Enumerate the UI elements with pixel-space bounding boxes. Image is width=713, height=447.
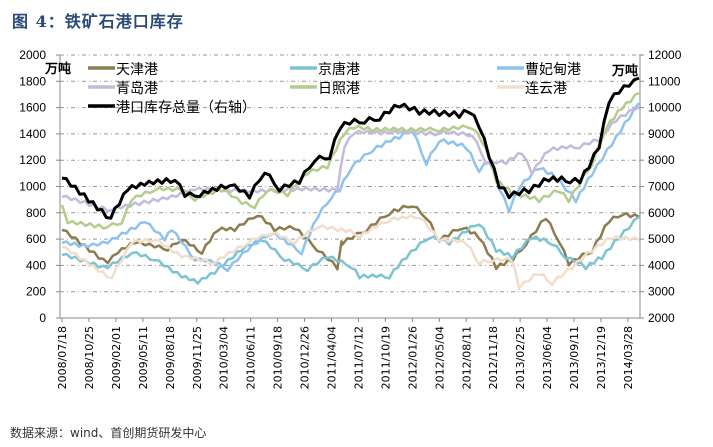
- right-axis-tick-label: 4000: [648, 258, 675, 272]
- series-line-3: [61, 106, 640, 213]
- legend-label: 日照港: [318, 81, 360, 97]
- left-axis-tick-label: 2000: [19, 48, 46, 62]
- x-axis-tick-label: 2009/08/18: [164, 326, 177, 389]
- x-axis-tick-label: 2013/12/19: [595, 326, 608, 389]
- x-axis-tick-label: 2013/02/25: [514, 326, 527, 389]
- legend-label: 天津港: [116, 62, 158, 78]
- x-axis-tick-label: 2013/09/11: [568, 326, 581, 389]
- right-axis-tick-label: 11000: [648, 74, 681, 88]
- right-axis-tick-label: 8000: [648, 153, 675, 167]
- left-axis-tick-label: 800: [26, 206, 46, 220]
- left-axis-tick-label: 200: [26, 285, 46, 299]
- x-axis-tick-label: 2010/03/04: [218, 326, 231, 389]
- left-axis-tick-label: 1600: [19, 101, 46, 115]
- right-axis-tick-label: 7000: [648, 180, 675, 194]
- x-axis-tick-label: 2012/05/04: [433, 326, 446, 389]
- series-line-1: [61, 215, 640, 285]
- line-chart: 0 200 400 600 800 1000 1200 1400 1600 1800 2000 200…: [19, 48, 681, 389]
- axes: 0 200 400 600 800 1000 1200 1400 1600 1800 2000 200…: [19, 48, 681, 389]
- x-axis-tick-label: 2009/11/25: [191, 326, 204, 389]
- left-axis-tick-label: 400: [26, 258, 46, 272]
- x-axis-tick-label: 2010/12/26: [299, 326, 312, 389]
- legend-label: 连云港: [525, 81, 567, 97]
- series-line-2: [61, 102, 640, 273]
- figure-title: 图 4：铁矿石港口库存: [12, 12, 184, 31]
- x-axis-tick-label: 2009/05/11: [137, 326, 150, 389]
- right-axis-unit: 万吨: [611, 63, 638, 79]
- right-axis-tick-label: 9000: [648, 127, 675, 141]
- series-lines: [60, 76, 640, 290]
- x-axis-tick-label: 2013/06/04: [541, 326, 554, 389]
- left-axis-tick-label: 1800: [19, 74, 46, 88]
- series-line-0: [61, 204, 640, 271]
- x-axis-tick-label: 2011/04/04: [326, 326, 339, 389]
- right-axis-tick-label: 12000: [648, 48, 682, 62]
- right-axis-tick-label: 5000: [648, 232, 675, 246]
- x-axis-tick-label: 2009/02/01: [110, 326, 123, 389]
- x-axis-tick-label: 2008/10/25: [83, 326, 96, 389]
- legend-label: 京唐港: [318, 61, 360, 78]
- series-line-5: [61, 214, 640, 290]
- left-axis-tick-label: 0: [39, 311, 46, 325]
- x-axis-tick-label: 2012/01/26: [406, 326, 419, 389]
- left-axis-tick-label: 1000: [19, 180, 46, 194]
- right-axis-tick-label: 10000: [648, 101, 682, 115]
- right-axis-tick-label: 6000: [648, 206, 675, 220]
- legend-label: 青岛港: [116, 81, 158, 97]
- left-axis-tick-label: 1400: [19, 127, 46, 141]
- left-axis-tick-label: 600: [26, 232, 46, 246]
- x-axis-tick-label: 2010/06/11: [245, 326, 258, 389]
- x-axis-tick-label: 2008/07/18: [56, 326, 69, 389]
- legend-label: 曹妃甸港: [525, 62, 581, 78]
- x-axis-tick-label: 2010/09/18: [272, 326, 285, 389]
- series-line-4: [60, 91, 640, 230]
- left-axis-unit: 万吨: [44, 61, 71, 77]
- x-axis-tick-label: 2012/11/18: [487, 326, 500, 389]
- data-source-note: 数据来源：wind、首创期货研发中心: [10, 426, 207, 440]
- right-axis-tick-label: 2000: [648, 311, 675, 325]
- x-axis-tick-label: 2011/07/12: [352, 326, 365, 389]
- series-line-6: [61, 76, 640, 220]
- x-axis-tick-label: 2011/10/19: [379, 326, 392, 389]
- x-axis-tick-label: 2014/03/28: [622, 326, 635, 389]
- right-axis-tick-label: 3000: [648, 285, 675, 299]
- left-axis-tick-label: 1200: [19, 153, 46, 167]
- legend-label: 港口库存总量（右轴）: [116, 100, 256, 116]
- x-axis-tick-label: 2012/08/11: [460, 326, 473, 389]
